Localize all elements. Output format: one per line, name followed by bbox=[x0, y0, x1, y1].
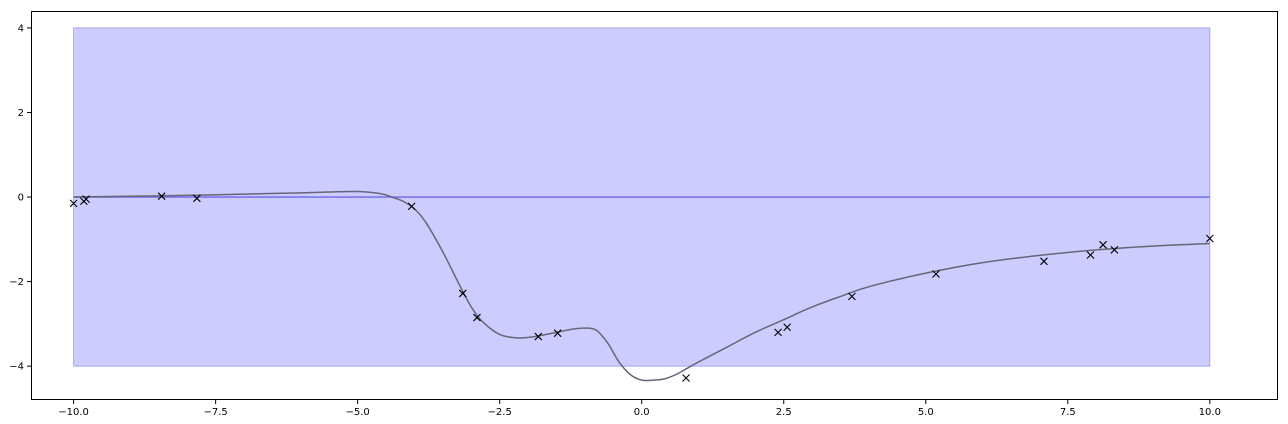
observation-marker bbox=[1040, 257, 1048, 266]
fit-curve bbox=[73, 190, 1210, 382]
x-tick-label: 2.5 bbox=[776, 407, 792, 418]
y-tick-label: −2 bbox=[9, 277, 24, 288]
observation-marker bbox=[1099, 240, 1107, 249]
axis-ticks: −10.0 −7.5 −5.0 −2.5 0.0 2.5 5.0 7.5 10.0 4 2 0 −2 −4 bbox=[9, 23, 1221, 418]
y-tick-label: 4 bbox=[18, 23, 24, 34]
observation-marker bbox=[1205, 234, 1214, 243]
y-tick-label: −4 bbox=[9, 362, 24, 373]
x-tick-label: −10.0 bbox=[58, 407, 89, 418]
observation-marker bbox=[1110, 246, 1119, 254]
observation-marker bbox=[157, 192, 166, 201]
observation-marker bbox=[69, 199, 78, 208]
y-tick-label: 0 bbox=[18, 193, 24, 204]
observation-marker bbox=[407, 202, 416, 211]
observation-marker bbox=[848, 292, 856, 301]
observation-marker bbox=[1086, 251, 1095, 259]
x-tick-label: 10.0 bbox=[1199, 407, 1221, 418]
observation-marker bbox=[192, 194, 201, 203]
observation-marker bbox=[553, 329, 562, 338]
x-tick-label: −5.0 bbox=[346, 407, 370, 418]
x-tick-label: 7.5 bbox=[1060, 407, 1076, 418]
observation-marker bbox=[458, 289, 467, 298]
observation-marker bbox=[473, 313, 481, 322]
y-tick-label: 2 bbox=[18, 108, 24, 119]
plot-area bbox=[69, 27, 1214, 382]
x-tick-label: −2.5 bbox=[488, 407, 512, 418]
x-tick-label: −7.5 bbox=[203, 407, 227, 418]
observation-marker bbox=[774, 328, 782, 337]
observation-marker bbox=[783, 323, 792, 332]
x-tick-label: 0.0 bbox=[634, 407, 650, 418]
observation-marker bbox=[534, 332, 543, 341]
observation-marker bbox=[932, 270, 940, 278]
observation-marker bbox=[682, 374, 690, 382]
observation-marker bbox=[82, 195, 90, 204]
axes-frame bbox=[31, 11, 1278, 400]
x-tick-label: 5.0 bbox=[918, 407, 934, 418]
